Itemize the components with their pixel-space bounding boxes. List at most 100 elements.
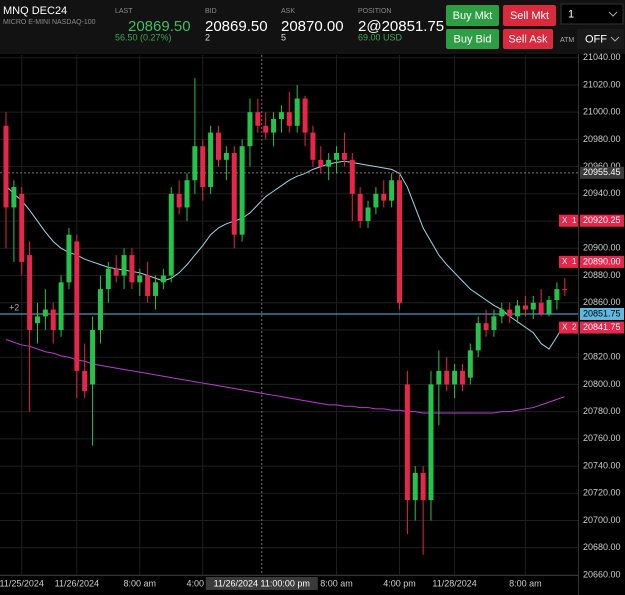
candle-body (278, 112, 284, 119)
candle-body (373, 193, 379, 208)
order-qty: 1 (572, 216, 577, 225)
candle-body (294, 98, 300, 126)
candle-body (412, 472, 418, 501)
crosshair-time-label: 11/26/2024 11:00:00 pm (214, 578, 310, 588)
y-tick-label: 20680.00 (583, 542, 621, 552)
candle-body (286, 112, 292, 126)
candle-body (562, 289, 568, 291)
x-tick-label: 4:00 pm (383, 578, 416, 588)
candle-body (263, 125, 269, 133)
input-box (560, 3, 624, 25)
candle-body (404, 384, 410, 501)
bid-label: BID (205, 8, 217, 15)
candle-body (365, 207, 371, 222)
y-tick-label: 20860.00 (583, 297, 621, 307)
crosshair-time-bg (205, 577, 318, 590)
candle-body (452, 370, 458, 385)
order-price-label: 20920.25 (583, 215, 621, 225)
crosshair-price-label: 20955.45 (583, 167, 621, 177)
order-tag: X (562, 216, 568, 225)
candle-body (436, 370, 442, 385)
y-tick-label: 20660.00 (583, 569, 621, 579)
candle-body (515, 305, 521, 317)
y-tick-label: 20700.00 (583, 515, 621, 525)
ask-value: 20870.00 (281, 18, 344, 35)
buy-bid-button[interactable]: Buy Bid (446, 29, 499, 49)
atm-label: ATM (560, 37, 574, 44)
button-label: Sell Ask (508, 33, 548, 45)
sell-mkt-button[interactable]: Sell Mkt (503, 5, 556, 26)
candle-body (381, 193, 387, 201)
chevron (610, 36, 620, 42)
candle-body (271, 118, 277, 133)
x-tick-label: 8:00 am (509, 578, 542, 588)
position-marker: +2 (9, 302, 19, 312)
candle-body (192, 146, 198, 181)
order-tag-bg (559, 255, 578, 268)
bid-size: 2 (205, 32, 210, 42)
button-label: Buy Mkt (453, 10, 493, 22)
description: MICRO E-MINI NASDAQ-100 (3, 19, 96, 26)
candle-body (215, 132, 221, 160)
candle-body (483, 323, 489, 330)
candle-body (247, 112, 253, 147)
candle-body (50, 309, 56, 330)
candle-body (349, 159, 355, 194)
plot-area (0, 55, 578, 575)
x-tick-label: 4:00 pm (186, 578, 219, 588)
position-price-label: 20851.75 (583, 308, 621, 318)
candle-body (105, 268, 111, 290)
last-value: 20869.50 (128, 18, 191, 35)
candle-body (176, 193, 182, 208)
symbol: MNQ DEC24 (3, 5, 67, 17)
candle-body (530, 302, 536, 310)
y-tick-label: 20980.00 (583, 134, 621, 144)
candle-body (554, 289, 560, 301)
order-price-label-bg (580, 255, 624, 268)
candle-body (420, 472, 426, 501)
buy-mkt-button[interactable]: Buy Mkt (446, 5, 499, 26)
order-price-label-bg (580, 214, 624, 227)
candle-body (42, 309, 48, 317)
candle-body (200, 146, 206, 188)
last-label: LAST (115, 8, 133, 15)
y-tick-label: 21000.00 (583, 107, 621, 117)
order-tag-bg (559, 321, 578, 334)
atm-dropdown[interactable]: OFF (577, 29, 624, 49)
ask-size: 5 (281, 32, 286, 42)
order-price-label-bg (580, 321, 624, 334)
order-tag-bg (559, 214, 578, 227)
candle-body (223, 153, 229, 160)
candle-body (389, 180, 395, 201)
y-tick-label: 20780.00 (583, 406, 621, 416)
candle-body (491, 316, 497, 330)
candle-body (239, 146, 245, 235)
y-tick-label: 21040.00 (583, 52, 621, 62)
candle-body (74, 241, 80, 371)
x-tick-label: 8:00 am (124, 578, 157, 588)
candle-body (66, 234, 72, 283)
y-tick-label: 20820.00 (583, 352, 621, 362)
candle-body (397, 180, 402, 303)
y-tick-label: 20760.00 (583, 433, 621, 443)
button-bg (446, 29, 499, 49)
dropdown-value: OFF (585, 33, 607, 45)
y-tick-label: 20740.00 (583, 460, 621, 470)
candle-body (231, 153, 237, 235)
sell-ask-button[interactable]: Sell Ask (503, 29, 553, 49)
position-value: 2@20851.75 (358, 18, 444, 35)
ask-label: ASK (281, 8, 295, 15)
candle-body (208, 132, 214, 188)
candle-body (499, 309, 505, 317)
candle-body (428, 384, 434, 501)
position-price-label-bg (580, 307, 624, 320)
button-label: Sell Mkt (510, 10, 549, 22)
candle-body (444, 370, 450, 385)
y-tick-label: 20960.00 (583, 161, 621, 171)
candle-body (507, 309, 513, 317)
x-tick-label: 8:00 am (320, 578, 353, 588)
quantity-input[interactable]: 1 (560, 3, 624, 25)
candle-body (255, 112, 261, 126)
candle-body (121, 255, 127, 276)
candle-body (34, 316, 40, 324)
